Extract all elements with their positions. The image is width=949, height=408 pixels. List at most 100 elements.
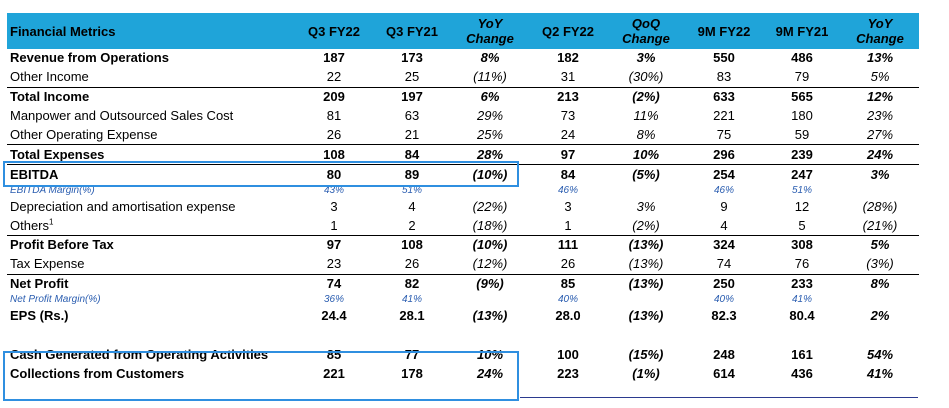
row-label: EPS (Rs.) bbox=[7, 307, 295, 326]
table-cell: 3 bbox=[330, 198, 338, 214]
table-cell: 26 bbox=[404, 256, 420, 272]
table-cell: 75 bbox=[716, 127, 732, 142]
table-cell bbox=[841, 184, 919, 197]
table-cell: 3% bbox=[841, 164, 919, 185]
table-cell: 2 bbox=[408, 217, 416, 233]
table-cell: 486 bbox=[791, 50, 813, 66]
table-cell: 51% bbox=[401, 184, 422, 196]
table-cell: 213 bbox=[529, 86, 607, 107]
row-label: Collections from Customers bbox=[7, 364, 295, 383]
table-cell: (13%) bbox=[628, 256, 664, 272]
table-cell bbox=[607, 184, 685, 197]
table-cell: 27% bbox=[866, 127, 894, 142]
table-cell: 31 bbox=[560, 69, 576, 85]
table-cell: 12% bbox=[841, 86, 919, 107]
table-cell: 85 bbox=[529, 273, 607, 294]
table-cell: 221 bbox=[713, 108, 735, 124]
table-cell: 254 bbox=[685, 164, 763, 185]
table-cell: 108 bbox=[373, 235, 451, 255]
table-row: Profit Before Tax 97 108 (10%) 111 (13%) 324 30… bbox=[7, 235, 919, 255]
table-cell: 10% bbox=[476, 347, 504, 363]
row-label: Net Profit Margin(%) bbox=[7, 294, 295, 307]
table-cell bbox=[841, 294, 919, 307]
row-label-text: Other Income bbox=[10, 69, 89, 85]
header-q3-fy22: Q3 FY22 bbox=[307, 23, 361, 39]
table-cell: (1%) bbox=[632, 365, 660, 381]
table-cell bbox=[451, 294, 529, 307]
header-9m-fy21: 9M FY21 bbox=[775, 23, 829, 39]
row-label: Depreciation and amortisation expense bbox=[7, 197, 295, 216]
table-cell: 247 bbox=[763, 164, 841, 185]
table-cell: 2% bbox=[870, 308, 890, 324]
table-cell: 79 bbox=[794, 69, 810, 85]
table-cell: 46% bbox=[713, 184, 734, 196]
table-cell bbox=[451, 184, 529, 197]
row-label-text: EBITDA Margin(%) bbox=[10, 184, 95, 196]
table-cell: 5 bbox=[798, 217, 806, 233]
spacer-row bbox=[7, 326, 919, 346]
table-cell: 100 bbox=[557, 347, 579, 363]
table-cell: 74 bbox=[716, 256, 732, 272]
table-cell: 76 bbox=[794, 256, 810, 272]
table-cell: 41% bbox=[791, 294, 812, 306]
table-cell: 187 bbox=[323, 50, 345, 66]
table-row: Total Income 209 197 6% 213 (2%) 633 565 12% bbox=[7, 86, 919, 107]
table-cell: 250 bbox=[685, 273, 763, 294]
table-cell: 25% bbox=[476, 127, 504, 142]
table-cell: 73 bbox=[560, 108, 576, 124]
table-row: Others1 1 2 (18%) 1 (2%) 4 5 (21%) bbox=[7, 216, 919, 235]
table-cell: 178 bbox=[401, 365, 423, 381]
table-cell: (22%) bbox=[472, 198, 508, 214]
table-cell: 36% bbox=[323, 294, 344, 306]
table-cell: 97 bbox=[295, 235, 373, 255]
bottom-rule bbox=[520, 397, 918, 398]
header-9m-yoy-change: YoY Change bbox=[856, 16, 904, 46]
table-cell: 209 bbox=[295, 86, 373, 107]
table-cell: (13%) bbox=[628, 308, 664, 324]
table-cell: (5%) bbox=[607, 164, 685, 185]
table-cell: (15%) bbox=[628, 347, 664, 363]
row-label-text: Manpower and Outsourced Sales Cost bbox=[10, 108, 234, 124]
table-cell: 24 bbox=[560, 127, 576, 142]
table-cell: 1 bbox=[330, 217, 338, 233]
table-cell: 26 bbox=[560, 256, 576, 272]
row-label-text: Depreciation and amortisation expense bbox=[10, 198, 236, 214]
table-cell: 221 bbox=[323, 365, 345, 381]
table-cell: 108 bbox=[295, 144, 373, 165]
table-cell: 3% bbox=[636, 198, 656, 214]
table-cell: 82 bbox=[373, 273, 451, 294]
table-row: EBITDA 80 89 (10%) 84 (5%) 254 247 3% bbox=[7, 164, 919, 185]
financial-metrics-table: Financial Metrics Q3 FY22 Q3 FY21 YoY Ch… bbox=[7, 13, 919, 383]
table-cell: (9%) bbox=[451, 273, 529, 294]
table-cell: (12%) bbox=[472, 256, 508, 272]
table-cell: 28.1 bbox=[399, 308, 425, 324]
table-cell: 83 bbox=[716, 69, 732, 85]
header-q3-fy21: Q3 FY21 bbox=[385, 23, 439, 39]
row-label-text: Other Operating Expense bbox=[10, 127, 158, 142]
table-row: Manpower and Outsourced Sales Cost 81 63 29… bbox=[7, 107, 919, 126]
table-cell: (18%) bbox=[472, 217, 508, 233]
table-cell: 82.3 bbox=[711, 308, 737, 324]
table-cell: 59 bbox=[794, 127, 810, 142]
table-cell: 24% bbox=[841, 144, 919, 165]
table-cell: 239 bbox=[763, 144, 841, 165]
table-cell: (13%) bbox=[607, 273, 685, 294]
table-cell: 436 bbox=[791, 365, 813, 381]
table-row: Net Profit Margin(%) 36% 41% 40% 40% 41% bbox=[7, 294, 919, 307]
table-cell: 324 bbox=[685, 235, 763, 255]
table-cell: 80.4 bbox=[789, 308, 815, 324]
table-cell: (10%) bbox=[451, 164, 529, 185]
table-row: Other Operating Expense 26 21 25% 24 8% 75 59 27… bbox=[7, 126, 919, 145]
table-cell: 23% bbox=[866, 108, 894, 124]
table-cell: 21 bbox=[404, 127, 420, 142]
table-cell: (30%) bbox=[628, 69, 664, 85]
row-label-text: Profit Before Tax bbox=[10, 237, 114, 253]
table-cell: 89 bbox=[373, 164, 451, 185]
table-cell: 13% bbox=[866, 50, 894, 66]
table-cell: 40% bbox=[713, 294, 734, 306]
table-cell: 173 bbox=[401, 50, 423, 66]
table-cell: (11%) bbox=[473, 69, 507, 85]
table-cell: (10%) bbox=[451, 235, 529, 255]
table-cell: 24% bbox=[476, 365, 504, 381]
table-cell: 8% bbox=[480, 50, 500, 66]
